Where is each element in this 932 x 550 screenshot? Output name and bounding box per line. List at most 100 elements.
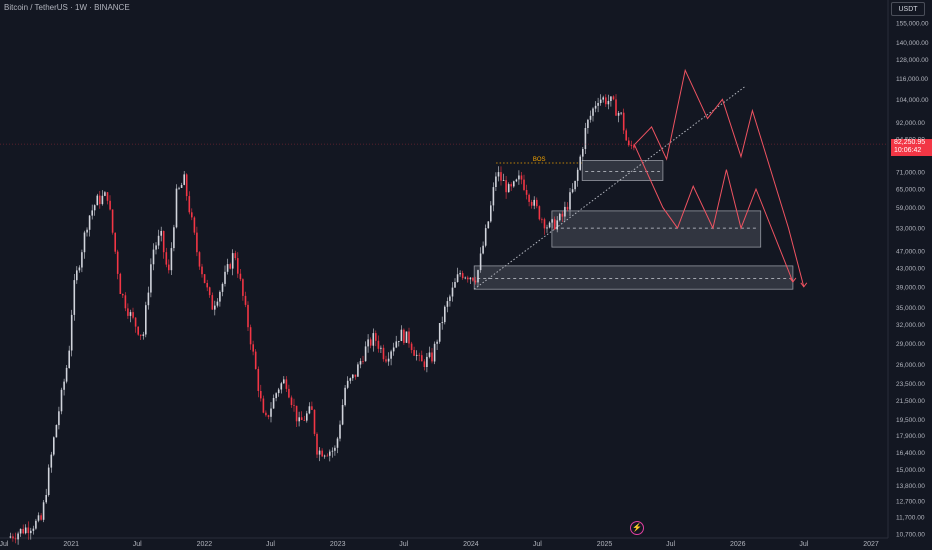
candle-body	[502, 180, 505, 181]
candle-body	[354, 374, 357, 377]
candle-body	[68, 350, 70, 368]
lightning-icon[interactable]: ⚡	[630, 521, 644, 535]
price-tick-label: 16,400.00	[896, 450, 925, 457]
candle-body	[385, 359, 387, 362]
candle-body	[208, 287, 211, 296]
candle-body	[99, 195, 101, 205]
candle-body	[444, 306, 446, 323]
candle-body	[203, 274, 206, 283]
time-tick-label: 2026	[730, 541, 746, 548]
candle-body	[173, 227, 175, 249]
candle-body	[474, 280, 477, 283]
candle-body	[237, 258, 239, 274]
candle-body	[622, 112, 625, 131]
candle-body	[487, 221, 490, 229]
candle-body	[615, 99, 617, 116]
candle-body	[533, 199, 535, 206]
candle-body	[288, 388, 290, 398]
candle-body	[436, 341, 438, 344]
demand-zone-1	[581, 160, 664, 181]
candle-body	[47, 467, 50, 495]
candle-body	[525, 190, 528, 195]
price-tick-label: 71,000.00	[896, 170, 925, 177]
candle-body	[564, 206, 566, 217]
candle-body	[155, 245, 157, 250]
candle-body	[93, 205, 96, 211]
candle-body	[403, 329, 405, 343]
price-tick-label: 39,000.00	[896, 284, 925, 291]
candle-body	[620, 112, 622, 114]
candle-body	[35, 520, 37, 529]
candle-body	[206, 283, 208, 288]
candle-body	[83, 232, 86, 253]
candle-body	[418, 354, 421, 356]
candle-body	[334, 447, 336, 451]
candle-body	[548, 222, 551, 228]
candle-body	[198, 252, 201, 267]
candle-body	[484, 228, 487, 246]
candle-body	[515, 179, 518, 182]
candle-body	[597, 103, 599, 106]
candle-body	[594, 105, 597, 109]
candle-body	[382, 347, 385, 360]
candle-body	[316, 433, 318, 455]
candle-body	[538, 206, 541, 220]
bar-countdown: 10:06:42	[894, 147, 922, 154]
time-tick-label: 2023	[330, 541, 346, 548]
candle-body	[73, 280, 76, 315]
candle-body	[431, 352, 433, 362]
projection-arrow-upper	[800, 282, 808, 288]
candle-body	[106, 192, 109, 201]
candle-body	[566, 206, 569, 210]
candle-body	[551, 219, 553, 223]
candle-body	[587, 119, 589, 128]
candle-body	[472, 277, 474, 281]
candle-body	[390, 351, 392, 359]
candle-body	[254, 351, 257, 369]
candle-body	[380, 347, 382, 349]
candle-body	[364, 346, 367, 362]
candle-body	[408, 331, 410, 344]
price-tick-label: 10,700.00	[896, 532, 925, 539]
candle-body	[32, 528, 35, 531]
candle-body	[19, 528, 22, 534]
candle-body	[428, 352, 431, 357]
candle-body	[185, 174, 188, 197]
candle-body	[569, 192, 571, 210]
candle-body	[612, 96, 615, 100]
candle-body	[582, 149, 584, 157]
candle-body	[369, 339, 372, 346]
currency-button[interactable]: USDT	[891, 2, 925, 16]
candle-body	[96, 195, 99, 206]
candle-body	[50, 454, 53, 468]
candle-body	[346, 380, 349, 388]
candle-body	[145, 305, 147, 335]
candle-body	[9, 536, 12, 538]
candle-body	[441, 322, 444, 323]
time-tick-label: Jul	[799, 541, 808, 548]
candle-body	[306, 413, 308, 421]
candle-body	[500, 172, 502, 181]
candle-body	[459, 273, 461, 275]
candle-body	[127, 308, 129, 316]
candle-body	[589, 115, 592, 120]
last-price-value: 82,250.95	[894, 139, 926, 146]
candle-body	[410, 343, 413, 350]
candle-body	[308, 406, 311, 414]
candle-body	[17, 533, 19, 540]
candle-body	[285, 379, 288, 389]
candle-body	[625, 130, 627, 141]
candle-body	[367, 339, 369, 347]
price-tick-label: 19,500.00	[896, 417, 925, 424]
candle-body	[510, 184, 512, 187]
price-tick-label: 13,800.00	[896, 483, 925, 490]
candle-body	[492, 187, 495, 206]
candle-body	[313, 409, 316, 434]
candle-body	[290, 397, 293, 405]
candle-body	[76, 270, 78, 281]
candle-body	[42, 502, 45, 520]
price-tick-label: 26,000.00	[896, 362, 925, 369]
candle-body	[628, 140, 630, 146]
